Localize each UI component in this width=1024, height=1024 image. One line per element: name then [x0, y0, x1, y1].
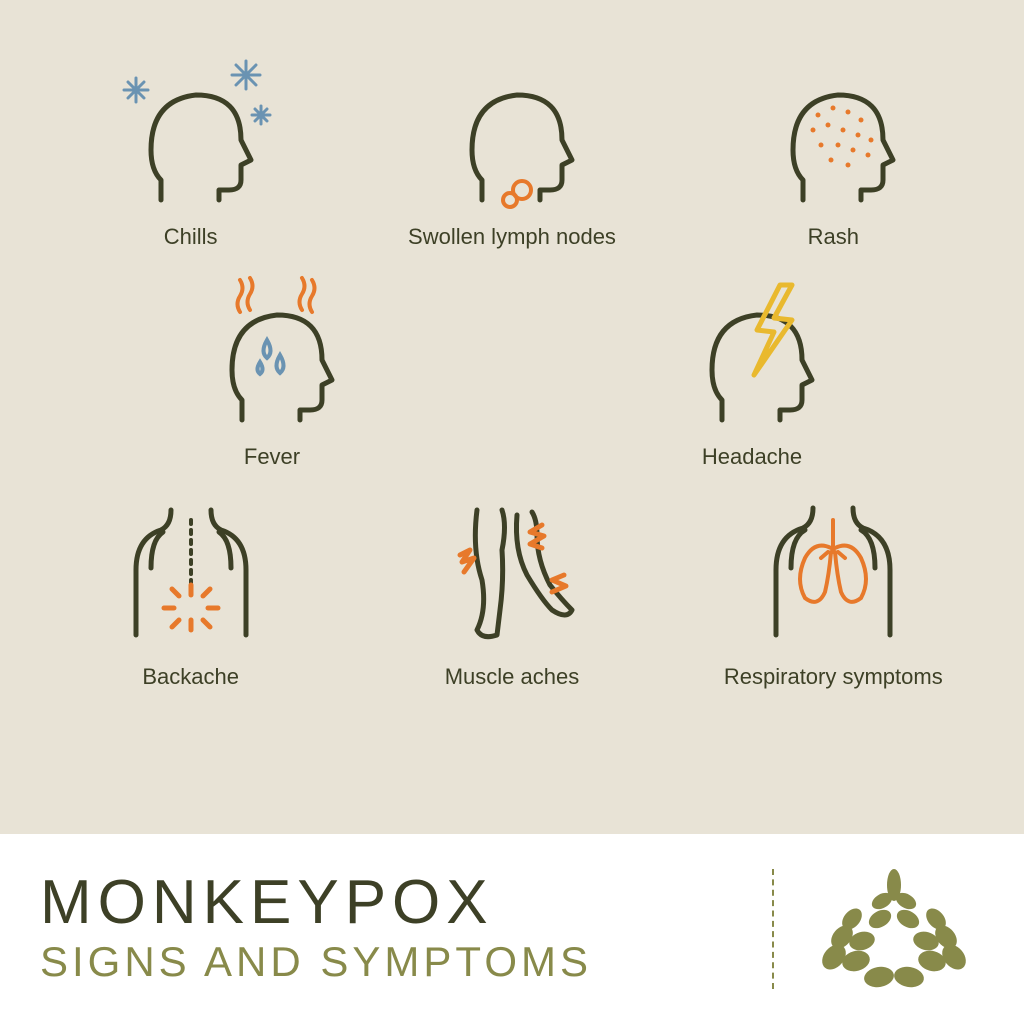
symptom-grid: Chills Swollen lymph nodes — [0, 0, 1024, 834]
headache-label: Headache — [702, 444, 802, 470]
symptom-muscle-aches: Muscle aches — [372, 480, 652, 690]
symptom-backache: Backache — [51, 480, 331, 690]
backache-label: Backache — [142, 664, 239, 690]
symptom-headache: Headache — [612, 260, 892, 470]
fever-label: Fever — [244, 444, 300, 470]
symptom-respiratory: Respiratory symptoms — [693, 480, 973, 690]
headache-icon — [662, 260, 842, 440]
title-sub: SIGNS AND SYMPTOMS — [40, 938, 742, 986]
row-3: Backache — [30, 480, 994, 690]
symptom-rash: Rash — [693, 40, 973, 250]
symptom-swollen-lymph-nodes: Swollen lymph nodes — [372, 40, 652, 250]
infographic-canvas: Chills Swollen lymph nodes — [0, 0, 1024, 1024]
row-2: Fever Headache — [30, 260, 994, 470]
respiratory-label: Respiratory symptoms — [724, 664, 943, 690]
swollen-lymph-nodes-label: Swollen lymph nodes — [408, 224, 616, 250]
logo-icon — [804, 859, 984, 999]
fever-icon — [182, 260, 362, 440]
title-main: MONKEYPOX — [40, 872, 742, 934]
backache-icon — [101, 480, 281, 660]
footer-divider — [772, 869, 774, 989]
swollen-lymph-nodes-icon — [422, 40, 602, 220]
symptom-fever: Fever — [132, 260, 412, 470]
chills-label: Chills — [164, 224, 218, 250]
chills-icon — [101, 40, 281, 220]
muscle-aches-icon — [422, 480, 602, 660]
muscle-aches-label: Muscle aches — [445, 664, 580, 690]
symptom-chills: Chills — [51, 40, 331, 250]
footer: MONKEYPOX SIGNS AND SYMPTOMS — [0, 834, 1024, 1024]
row-1: Chills Swollen lymph nodes — [30, 40, 994, 250]
rash-label: Rash — [808, 224, 859, 250]
title-block: MONKEYPOX SIGNS AND SYMPTOMS — [40, 872, 742, 986]
rash-icon — [743, 40, 923, 220]
respiratory-icon — [743, 480, 923, 660]
